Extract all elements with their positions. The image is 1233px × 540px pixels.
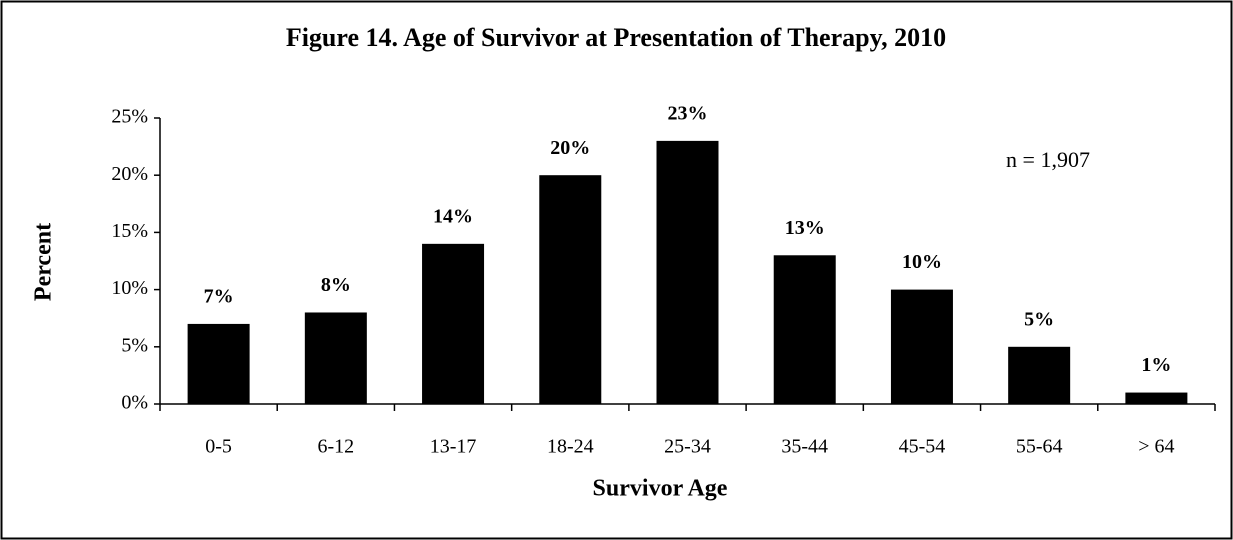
data-label: 23% <box>668 102 708 124</box>
bar <box>1125 392 1188 404</box>
data-label: 8% <box>321 274 351 296</box>
x-tick-label: 35-44 <box>781 436 828 458</box>
bar <box>656 140 719 404</box>
data-label: 20% <box>550 137 590 159</box>
chart-title: Figure 14. Age of Survivor at Presentati… <box>286 23 946 52</box>
x-tick-label: 6-12 <box>317 436 354 458</box>
x-tick-label: 55-64 <box>1016 436 1063 458</box>
y-tick-label: 10% <box>111 277 148 299</box>
data-label: 7% <box>204 286 234 308</box>
x-tick-label: 0-5 <box>205 436 232 458</box>
x-tick-label: > 64 <box>1138 436 1174 458</box>
y-tick-label: 20% <box>111 163 148 185</box>
data-label: 5% <box>1024 308 1054 330</box>
data-label: 10% <box>902 251 942 273</box>
x-tick-label: 45-54 <box>899 436 946 458</box>
data-label: 14% <box>433 205 473 227</box>
x-tick-label: 25-34 <box>664 436 711 458</box>
y-tick-label: 15% <box>111 220 148 242</box>
annotation: n = 1,907 <box>1006 147 1090 172</box>
bar <box>1008 346 1071 404</box>
bar <box>890 289 953 404</box>
y-tick-label: 0% <box>121 392 148 414</box>
x-tick-label: 13-17 <box>430 436 477 458</box>
bar <box>304 312 367 404</box>
bar <box>539 175 602 404</box>
bar <box>187 323 250 404</box>
data-label: 13% <box>785 217 825 239</box>
x-axis-title: Survivor Age <box>593 476 728 502</box>
x-tick-label: 18-24 <box>547 436 594 458</box>
y-tick-label: 25% <box>111 106 148 128</box>
y-tick-label: 5% <box>121 334 148 356</box>
y-axis-title: Percent <box>31 223 57 301</box>
data-label: 1% <box>1141 354 1171 376</box>
bar <box>422 243 485 404</box>
bar <box>773 255 836 404</box>
